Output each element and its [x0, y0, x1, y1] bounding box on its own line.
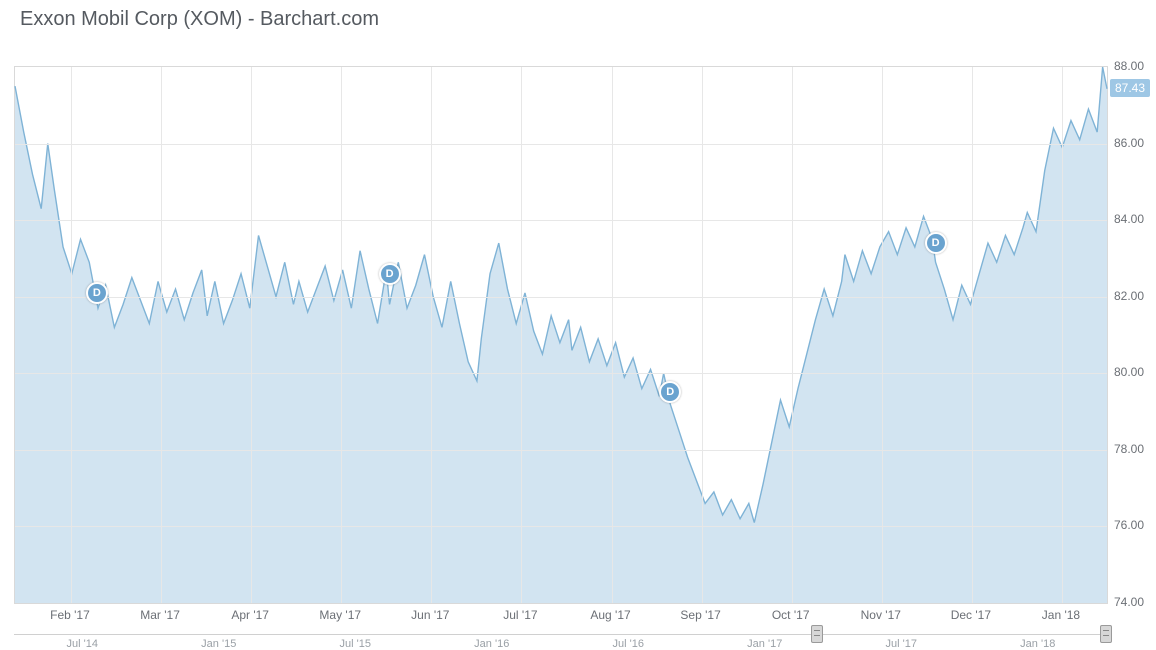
navigator-tick-label: Jul '15 [340, 638, 371, 650]
x-tick-label: Jul '17 [503, 608, 537, 622]
navigator-tick-label: Jul '14 [67, 638, 98, 650]
x-tick-label: Oct '17 [772, 608, 810, 622]
chart-title: Exxon Mobil Corp (XOM) - Barchart.com [20, 8, 379, 31]
y-tick-label: 86.00 [1114, 136, 1144, 150]
x-tick-label: Sep '17 [680, 608, 720, 622]
x-tick-label: Aug '17 [590, 608, 630, 622]
y-tick-label: 88.00 [1114, 59, 1144, 73]
navigator-tick-label: Jan '18 [1020, 638, 1055, 650]
x-tick-label: Apr '17 [231, 608, 269, 622]
x-tick-label: May '17 [319, 608, 361, 622]
dividend-marker[interactable]: D [379, 263, 401, 285]
navigator-tick-label: Jan '15 [201, 638, 236, 650]
x-tick-label: Mar '17 [140, 608, 180, 622]
y-tick-label: 84.00 [1114, 212, 1144, 226]
navigator-tick-label: Jan '16 [474, 638, 509, 650]
y-tick-label: 82.00 [1114, 289, 1144, 303]
navigator-tick-label: Jul '16 [613, 638, 644, 650]
navigator-handle-right[interactable] [1100, 625, 1112, 643]
dividend-marker[interactable]: D [925, 232, 947, 254]
x-tick-label: Nov '17 [861, 608, 901, 622]
x-tick-label: Feb '17 [50, 608, 90, 622]
y-tick-label: 76.00 [1114, 518, 1144, 532]
dividend-marker[interactable]: D [659, 381, 681, 403]
chart-container: D D D D 74.00 76.00 78.00 80.00 82.00 84.00 86.00… [0, 46, 1156, 650]
x-tick-label: Jan '18 [1042, 608, 1080, 622]
navigator-handle-left[interactable] [811, 625, 823, 643]
y-tick-label: 74.00 [1114, 595, 1144, 609]
navigator-tick-label: Jan '17 [747, 638, 782, 650]
chart-plot-area[interactable]: D D D D [14, 66, 1108, 604]
last-price-badge: 87.43 [1110, 79, 1150, 97]
y-tick-label: 80.00 [1114, 365, 1144, 379]
navigator-track[interactable] [14, 634, 1106, 635]
dividend-marker[interactable]: D [86, 282, 108, 304]
navigator-tick-label: Jul '17 [886, 638, 917, 650]
price-area-series [15, 67, 1107, 603]
y-tick-label: 78.00 [1114, 442, 1144, 456]
x-tick-label: Jun '17 [411, 608, 449, 622]
x-tick-label: Dec '17 [951, 608, 991, 622]
